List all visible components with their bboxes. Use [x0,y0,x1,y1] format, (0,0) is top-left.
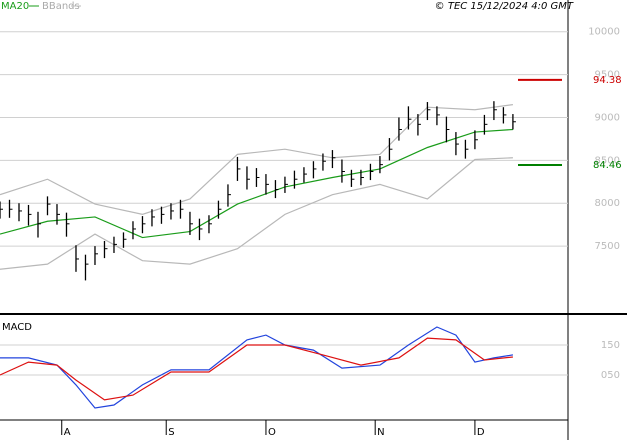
level-label: 94.38 [593,75,622,86]
band-upper [0,104,513,216]
x-tick-label: N [377,427,384,438]
x-tick-label: A [64,427,71,438]
y-tick-label: 10000 [588,27,620,38]
x-tick-label: O [268,427,276,438]
panel-title: MACD [2,322,32,333]
ma-line [0,128,513,239]
indicator-line [0,326,514,409]
y-tick-label: 7500 [595,241,620,252]
source: © TEC 15/12/2024 4:0 GMT [435,1,574,12]
x-tick-label: S [168,427,174,438]
y-tick-label: 150 [601,340,620,351]
band-lower [0,157,513,270]
y-tick-label: 050 [601,370,620,381]
legend-bbands: BBands [42,1,80,12]
y-tick-label: 9000 [595,112,620,123]
indicator-line [0,337,513,401]
x-tick-label: D [477,427,485,438]
y-tick-label: 8500 [595,155,620,166]
y-tick-label: 9500 [595,70,620,81]
y-tick-label: 8000 [595,198,620,209]
legend-ma: MA20 [1,1,29,12]
level-label: 84.46 [593,160,622,171]
